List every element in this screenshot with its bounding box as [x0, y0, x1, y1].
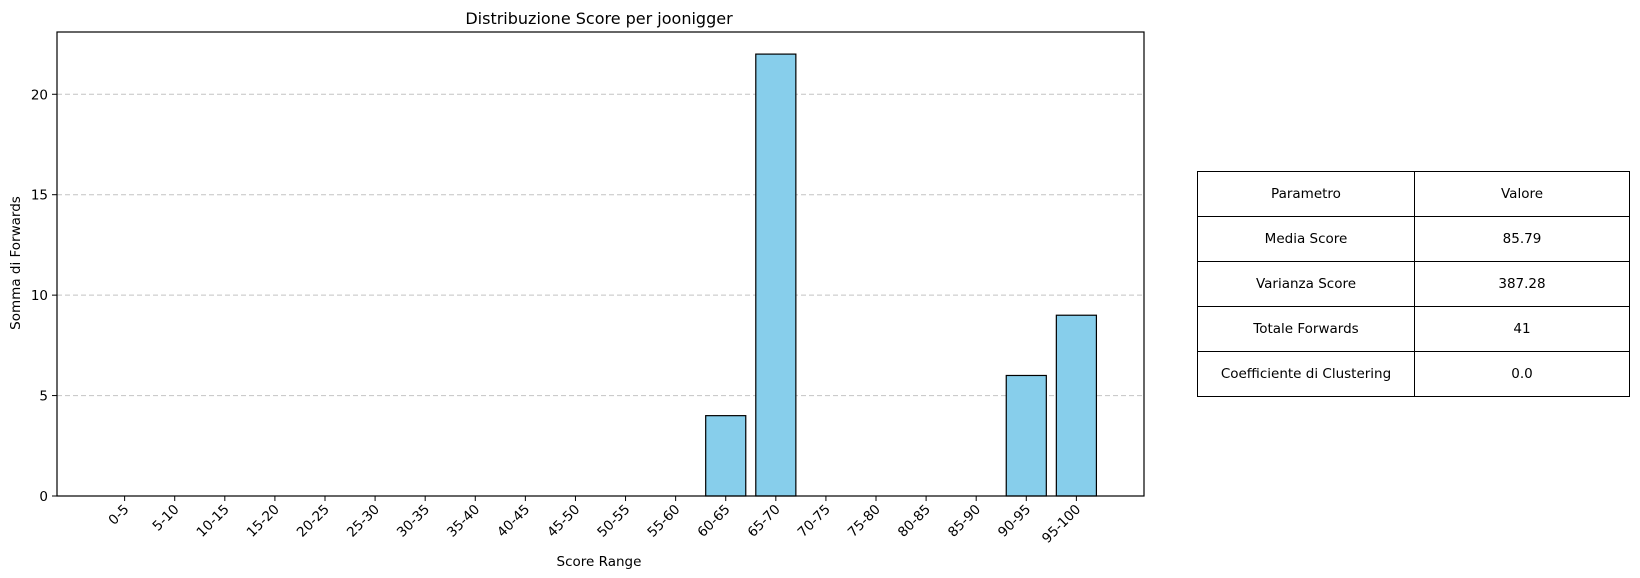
- grid-lines: [57, 93, 1144, 397]
- y-axis-ticks: 0 5 10 15 20: [31, 87, 57, 505]
- x-tick-label: 20-25: [294, 502, 333, 541]
- table-header-row: Parametro Valore: [1197, 171, 1630, 217]
- x-tick-label: 75-80: [845, 502, 884, 541]
- x-tick-label: 90-95: [995, 502, 1034, 541]
- x-tick-label: 0-5: [106, 502, 133, 529]
- x-tick-label: 45-50: [544, 502, 583, 541]
- x-tick-label: 85-90: [945, 502, 984, 541]
- x-tick-label: 70-75: [795, 502, 834, 541]
- table-row: Media Score 85.79: [1197, 216, 1630, 262]
- y-tick-label: 20: [31, 87, 48, 103]
- x-tick-label: 65-70: [745, 502, 784, 541]
- table-cell-param: Totale Forwards: [1197, 306, 1415, 352]
- table-cell-value: 387.28: [1414, 261, 1630, 307]
- y-tick-label: 0: [39, 489, 48, 505]
- table-header-value: Valore: [1414, 171, 1630, 217]
- table-cell-param: Media Score: [1197, 216, 1415, 262]
- bar: [705, 415, 747, 497]
- x-tick-label: 15-20: [244, 502, 283, 541]
- x-tick-label: 5-10: [150, 502, 183, 535]
- y-tick-label: 5: [39, 389, 48, 405]
- table-row: Coefficiente di Clustering 0.0: [1197, 351, 1630, 397]
- y-tick-label: 15: [31, 188, 48, 204]
- x-axis-ticks: 0-5 5-10 10-15 15-20 20-25 25-30 30-35 35-40 40-…: [106, 496, 1084, 547]
- table-cell-value: 41: [1414, 306, 1630, 352]
- table-row: Varianza Score 387.28: [1197, 261, 1630, 307]
- x-tick-label: 10-15: [194, 502, 233, 541]
- x-tick-label: 35-40: [444, 502, 483, 541]
- table-cell-param: Coefficiente di Clustering: [1197, 351, 1415, 397]
- x-tick-label: 30-35: [394, 502, 433, 541]
- table-cell-value: 0.0: [1414, 351, 1630, 397]
- bar: [755, 53, 797, 497]
- table-row: Totale Forwards 41: [1197, 306, 1630, 352]
- bar: [1005, 374, 1047, 497]
- x-tick-label: 25-30: [344, 502, 383, 541]
- chart-title: Distribuzione Score per joonigger: [465, 9, 733, 28]
- table-header-param: Parametro: [1197, 171, 1415, 217]
- y-tick-label: 10: [31, 288, 48, 304]
- table-cell-param: Varianza Score: [1197, 261, 1415, 307]
- x-tick-label: 40-45: [494, 502, 533, 541]
- x-tick-label: 50-55: [594, 502, 633, 541]
- stats-table: Parametro Valore Media Score 85.79 Varianz…: [1197, 171, 1630, 397]
- x-tick-label: 95-100: [1039, 502, 1084, 547]
- table-cell-value: 85.79: [1414, 216, 1630, 262]
- x-tick-label: 60-65: [695, 502, 734, 541]
- x-tick-label: 55-60: [644, 502, 683, 541]
- y-axis-label: Somma di Forwards: [8, 196, 24, 330]
- bars: [705, 53, 1098, 497]
- bar: [1055, 314, 1098, 497]
- x-axis-label: Score Range: [557, 554, 642, 570]
- plot-frame: [56, 31, 1145, 497]
- x-tick-label: 80-85: [895, 502, 934, 541]
